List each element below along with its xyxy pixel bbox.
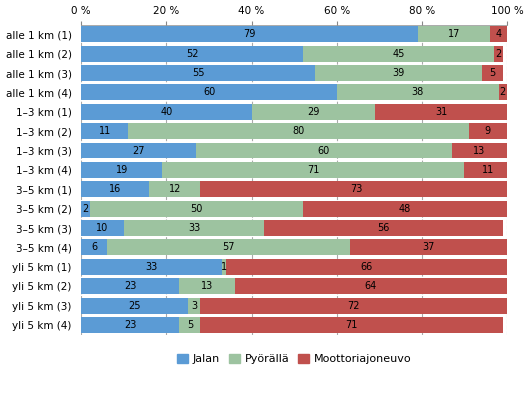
Bar: [315, 65, 481, 81]
Bar: [200, 317, 503, 333]
Text: 60: 60: [203, 88, 215, 98]
Text: 71: 71: [345, 320, 358, 330]
Bar: [81, 181, 149, 197]
Bar: [337, 84, 498, 100]
Bar: [81, 220, 124, 236]
Text: 38: 38: [412, 88, 424, 98]
Text: 80: 80: [293, 126, 305, 136]
Bar: [222, 259, 226, 275]
Bar: [350, 240, 507, 256]
Bar: [81, 278, 179, 294]
Bar: [200, 298, 507, 314]
Text: 3: 3: [191, 300, 197, 310]
Text: 9: 9: [485, 126, 491, 136]
Bar: [81, 104, 252, 120]
Text: 50: 50: [190, 204, 203, 214]
Text: 56: 56: [377, 223, 390, 233]
Text: 52: 52: [186, 49, 198, 59]
Bar: [490, 26, 507, 42]
Bar: [481, 65, 503, 81]
Text: 23: 23: [124, 320, 136, 330]
Bar: [200, 181, 512, 197]
Bar: [303, 201, 507, 217]
Bar: [196, 142, 452, 158]
Text: 10: 10: [96, 223, 108, 233]
Bar: [188, 298, 200, 314]
Text: 13: 13: [201, 281, 213, 291]
Text: 4: 4: [496, 29, 501, 39]
Bar: [179, 317, 200, 333]
Bar: [469, 123, 507, 139]
Bar: [81, 240, 107, 256]
Text: 31: 31: [435, 107, 447, 117]
Bar: [81, 84, 337, 100]
Bar: [81, 46, 303, 62]
Text: 19: 19: [116, 165, 128, 175]
Text: 45: 45: [393, 49, 405, 59]
Text: 2: 2: [83, 204, 89, 214]
Bar: [81, 123, 128, 139]
Text: 13: 13: [473, 146, 486, 156]
Bar: [81, 65, 315, 81]
Text: 1: 1: [221, 262, 227, 272]
Bar: [303, 46, 494, 62]
Bar: [375, 104, 507, 120]
Text: 2: 2: [500, 88, 506, 98]
Text: 33: 33: [145, 262, 158, 272]
Legend: Jalan, Pyörällä, Moottoriajoneuvo: Jalan, Pyörällä, Moottoriajoneuvo: [172, 349, 416, 369]
Bar: [418, 26, 490, 42]
Bar: [128, 123, 469, 139]
Bar: [90, 201, 303, 217]
Text: 23: 23: [124, 281, 136, 291]
Text: 66: 66: [360, 262, 373, 272]
Bar: [81, 298, 188, 314]
Bar: [81, 201, 90, 217]
Text: 48: 48: [399, 204, 411, 214]
Text: 16: 16: [109, 184, 122, 194]
Text: 5: 5: [489, 68, 495, 78]
Text: 37: 37: [422, 242, 434, 252]
Text: 40: 40: [160, 107, 172, 117]
Bar: [149, 181, 200, 197]
Bar: [81, 26, 418, 42]
Text: 55: 55: [192, 68, 205, 78]
Text: 64: 64: [364, 281, 377, 291]
Bar: [81, 142, 196, 158]
Text: 25: 25: [128, 300, 141, 310]
Text: 12: 12: [169, 184, 181, 194]
Text: 5: 5: [187, 320, 193, 330]
Bar: [252, 104, 375, 120]
Bar: [81, 162, 162, 178]
Bar: [107, 240, 350, 256]
Text: 17: 17: [448, 29, 460, 39]
Text: 2: 2: [496, 49, 501, 59]
Text: 60: 60: [318, 146, 330, 156]
Text: 11: 11: [98, 126, 111, 136]
Bar: [234, 278, 507, 294]
Bar: [498, 84, 507, 100]
Text: 27: 27: [132, 146, 145, 156]
Text: 57: 57: [222, 242, 234, 252]
Text: 6: 6: [91, 242, 97, 252]
Bar: [494, 46, 503, 62]
Bar: [264, 220, 503, 236]
Bar: [226, 259, 507, 275]
Bar: [452, 142, 507, 158]
Bar: [179, 278, 234, 294]
Text: 33: 33: [188, 223, 200, 233]
Text: 71: 71: [307, 165, 320, 175]
Bar: [81, 317, 179, 333]
Bar: [81, 259, 222, 275]
Text: 72: 72: [348, 300, 360, 310]
Text: 73: 73: [350, 184, 362, 194]
Bar: [464, 162, 512, 178]
Text: 39: 39: [393, 68, 405, 78]
Bar: [124, 220, 264, 236]
Text: 29: 29: [307, 107, 320, 117]
Text: 11: 11: [482, 165, 494, 175]
Bar: [162, 162, 464, 178]
Text: 79: 79: [243, 29, 256, 39]
